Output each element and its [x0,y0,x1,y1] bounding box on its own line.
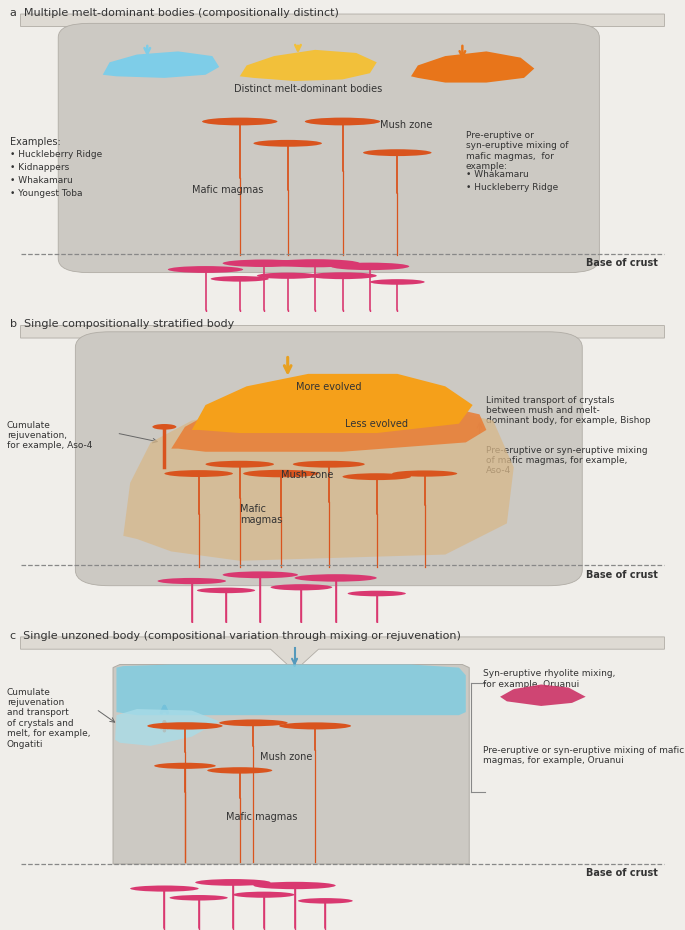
Text: Mush zone: Mush zone [281,471,333,480]
Ellipse shape [305,117,380,126]
Ellipse shape [152,424,177,430]
Text: Pre-eruptive or syn-eruptive mixing of mafic
magmas, for example, Oruanui: Pre-eruptive or syn-eruptive mixing of m… [483,746,684,765]
Ellipse shape [197,588,255,593]
Ellipse shape [279,723,351,729]
Text: Mush zone: Mush zone [260,751,312,762]
Ellipse shape [298,898,353,904]
Text: Base of crust: Base of crust [586,569,658,579]
Ellipse shape [342,473,411,480]
Ellipse shape [293,460,364,468]
Text: Pre-eruptive or syn-eruptive mixing
of mafic magmas, for example,
Aso-4: Pre-eruptive or syn-eruptive mixing of m… [486,445,648,475]
Text: c  Single unzoned body (compositional variation through mixing or rejuvenation): c Single unzoned body (compositional var… [10,631,461,641]
Ellipse shape [169,895,227,900]
Text: More evolved: More evolved [296,381,362,392]
Ellipse shape [392,471,458,477]
Text: Base of crust: Base of crust [586,868,658,878]
Text: • Youngest Toba: • Youngest Toba [10,189,83,198]
Polygon shape [192,374,473,433]
Text: Less evolved: Less evolved [345,419,408,429]
Text: a  Multiple melt-dominant bodies (compositionally distinct): a Multiple melt-dominant bodies (composi… [10,7,339,18]
Ellipse shape [202,117,277,126]
Polygon shape [21,326,664,353]
Ellipse shape [130,885,199,892]
Text: Cumulate
rejuvenation
and transport
of crystals and
melt, for example,
Ongatiti: Cumulate rejuvenation and transport of c… [7,687,90,749]
Ellipse shape [253,140,322,147]
FancyBboxPatch shape [58,23,599,272]
Text: • Whakamaru: • Whakamaru [466,170,529,179]
Text: Syn-eruptive rhyolite mixing,
for example, Oruanui: Syn-eruptive rhyolite mixing, for exampl… [483,670,615,688]
Polygon shape [21,637,664,665]
Text: Base of crust: Base of crust [586,258,658,268]
Polygon shape [123,405,514,561]
Ellipse shape [223,571,298,578]
Ellipse shape [223,259,305,267]
Ellipse shape [253,882,336,889]
Text: Cumulate
rejuvenation,
for example, Aso-4: Cumulate rejuvenation, for example, Aso-… [7,420,92,450]
Text: Distinct melt-dominant bodies: Distinct melt-dominant bodies [234,84,382,94]
Ellipse shape [295,574,377,581]
Text: • Huckleberry Ridge: • Huckleberry Ridge [10,150,103,158]
Ellipse shape [243,470,319,477]
Polygon shape [240,50,377,81]
FancyBboxPatch shape [75,332,582,586]
Text: • Whakamaru: • Whakamaru [10,176,73,185]
Ellipse shape [271,584,332,591]
Ellipse shape [164,471,233,477]
Text: • Huckleberry Ridge: • Huckleberry Ridge [466,183,558,192]
Ellipse shape [347,591,406,596]
Ellipse shape [154,763,216,769]
Text: b  Single compositionally stratified body: b Single compositionally stratified body [10,319,234,329]
Ellipse shape [210,276,269,282]
Ellipse shape [219,720,288,726]
Ellipse shape [206,460,274,468]
Ellipse shape [168,266,243,272]
Text: Mafic magmas: Mafic magmas [192,185,263,195]
Text: Mush zone: Mush zone [380,120,432,129]
Ellipse shape [271,259,360,267]
Ellipse shape [158,578,226,584]
Polygon shape [21,14,664,42]
Ellipse shape [363,149,432,156]
Text: Pre-eruptive or
syn-eruptive mixing of
mafic magmas,  for
example:: Pre-eruptive or syn-eruptive mixing of m… [466,131,569,171]
Ellipse shape [257,272,319,279]
Text: Examples:: Examples: [10,137,61,147]
Text: Mafic magmas: Mafic magmas [226,812,297,821]
Ellipse shape [207,767,273,774]
Polygon shape [500,684,586,706]
Polygon shape [171,399,486,452]
Ellipse shape [233,892,295,897]
Text: Limited transport of crystals
between mush and melt-
dominant body, for example,: Limited transport of crystals between mu… [486,395,651,425]
Ellipse shape [195,879,271,885]
Ellipse shape [370,279,425,285]
Polygon shape [103,51,219,78]
Ellipse shape [331,262,410,270]
Polygon shape [411,51,534,83]
Ellipse shape [147,723,223,730]
Ellipse shape [308,272,377,279]
Text: • Kidnappers: • Kidnappers [10,163,69,172]
Polygon shape [113,665,469,864]
Polygon shape [116,665,466,715]
Polygon shape [115,709,219,746]
Text: Mafic
magmas: Mafic magmas [240,504,282,525]
